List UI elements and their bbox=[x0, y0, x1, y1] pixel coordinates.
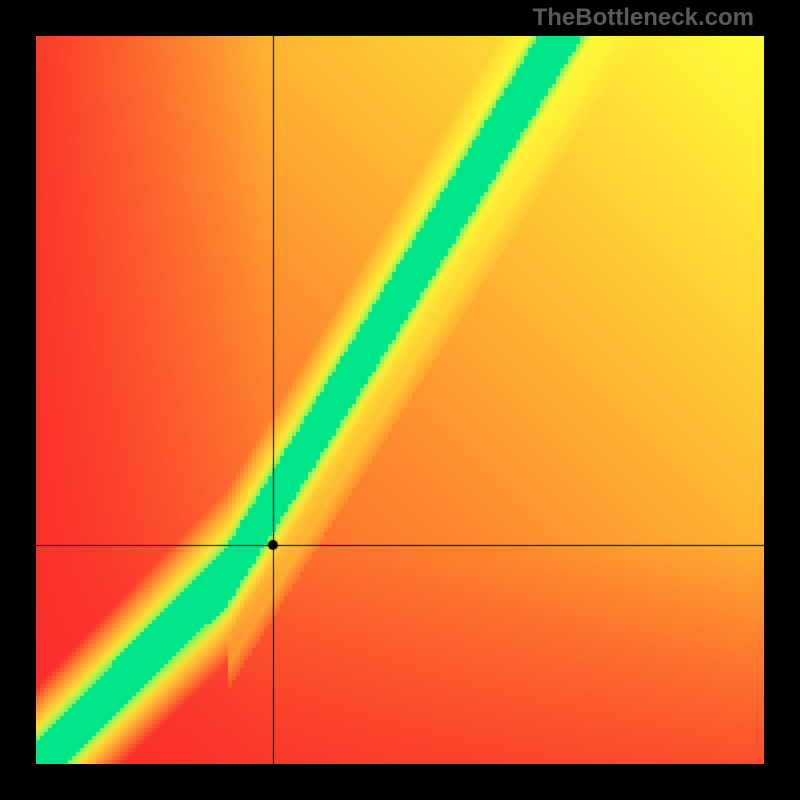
bottleneck-heatmap bbox=[36, 36, 764, 764]
watermark-text: TheBottleneck.com bbox=[533, 4, 754, 32]
